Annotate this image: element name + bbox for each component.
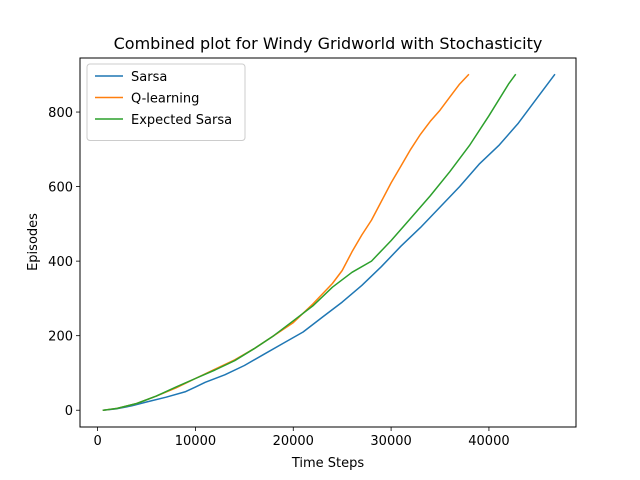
- series-line-sarsa: [102, 73, 556, 412]
- x-tick-label: 20000: [273, 434, 314, 449]
- y-tick-label: 400: [48, 255, 73, 270]
- y-tick-label: 800: [48, 106, 73, 121]
- x-axis-ticks: 0 10000 20000 30000 40000: [93, 427, 510, 449]
- legend: Sarsa Q-learning Expected Sarsa: [86, 63, 246, 141]
- legend-label: Q-learning: [131, 92, 199, 107]
- plot-frame: [79, 57, 577, 428]
- y-axis-label: Episodes: [26, 213, 41, 271]
- y-axis-ticks: 0 200 400 600 800: [48, 106, 80, 419]
- x-tick-label: 10000: [175, 434, 216, 449]
- x-tick-label: 0: [93, 434, 101, 449]
- y-tick-label: 200: [48, 330, 73, 345]
- y-tick-label: 0: [65, 404, 73, 419]
- x-tick-label: 30000: [370, 434, 411, 449]
- chart-title: Combined plot for Windy Gridworld with S…: [114, 34, 543, 53]
- series-line-expected-sarsa: [102, 73, 517, 412]
- x-tick-label: 40000: [468, 434, 509, 449]
- series-lines: [102, 73, 556, 412]
- y-tick-label: 600: [48, 181, 73, 196]
- legend-label: Sarsa: [131, 70, 167, 85]
- x-axis-label: Time Steps: [291, 456, 365, 471]
- legend-box: [86, 63, 246, 141]
- legend-label: Expected Sarsa: [131, 113, 232, 128]
